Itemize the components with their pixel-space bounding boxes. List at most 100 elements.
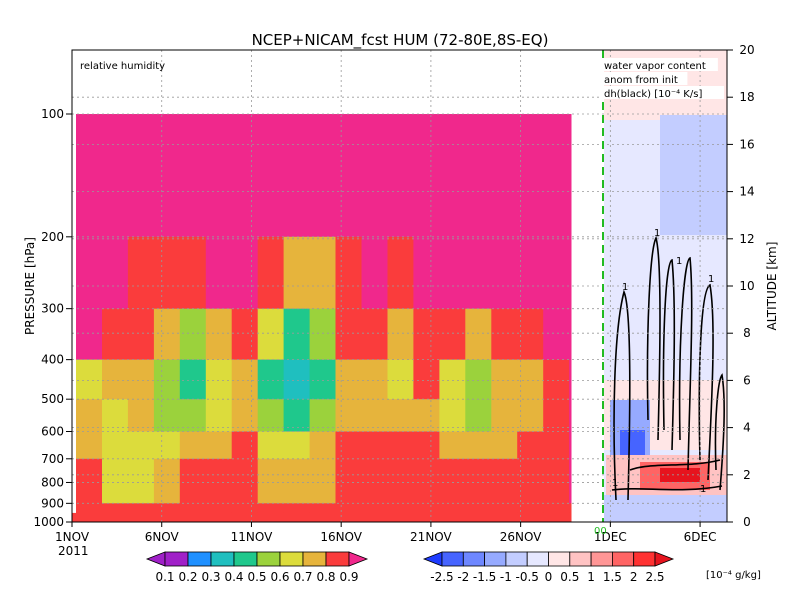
colorbar-rh-tick: 0.4 (224, 570, 243, 584)
rh-cell (127, 308, 155, 361)
rh-cell (231, 359, 259, 400)
rh-cell (335, 399, 362, 432)
colorbar-swatch (526, 551, 549, 567)
pressure-tick-label: 600 (41, 424, 64, 438)
colorbar-swatch (164, 551, 189, 567)
colorbar-swatch (462, 551, 485, 567)
rh-cell (257, 399, 285, 432)
rh-cell (465, 431, 492, 460)
altitude-tick-label: 0 (743, 515, 751, 529)
rh-cell (465, 359, 492, 400)
rh-cell (127, 458, 155, 504)
rh-cell (76, 308, 103, 361)
rh-cell (465, 114, 492, 238)
colorbar-anom-tick: 1.5 (603, 570, 622, 584)
rh-cell (127, 431, 155, 460)
rh-cell (465, 236, 492, 310)
rh-cell (76, 399, 103, 432)
rh-cell (569, 236, 572, 310)
rh-cell (413, 359, 440, 400)
rh-cell (309, 114, 337, 238)
rh-cell (361, 399, 388, 432)
rh-cell (257, 308, 285, 361)
rh-cell (335, 308, 362, 361)
pressure-tick-label: 700 (41, 452, 64, 466)
rh-cell (153, 458, 181, 504)
y-axis-left-label: PRESSURE [hPa] (23, 237, 37, 335)
label-bg (602, 86, 724, 99)
rh-cell (257, 458, 285, 504)
contour-label: 1 (654, 228, 660, 239)
rh-cell (413, 431, 440, 460)
rh-cell (439, 114, 466, 238)
contour-line (629, 459, 721, 471)
rh-cell (569, 359, 572, 400)
rh-cell (153, 114, 181, 238)
rh-cell (517, 458, 544, 504)
y-axis-right-label: ALTITUDE [km] (765, 242, 779, 331)
rh-cell (517, 359, 544, 400)
pressure-tick-label: 100 (41, 107, 64, 121)
rh-cell (335, 114, 362, 238)
right-panel-label-line: dh(black) [10⁻⁴ K/s] (604, 89, 702, 100)
rh-cell (439, 431, 466, 460)
colorbar-anom-tick: 2.5 (645, 570, 664, 584)
contour-line (662, 258, 676, 451)
rh-cell (283, 399, 311, 432)
rh-cell (413, 114, 440, 238)
rh-cell (387, 114, 414, 238)
rh-cell (231, 431, 259, 460)
rh-cell (283, 359, 311, 400)
rh-cell (465, 399, 492, 432)
label-bg (602, 58, 718, 71)
rh-cell (361, 308, 388, 361)
rh-cell (76, 359, 103, 400)
contour-line (646, 235, 661, 441)
rh-cell (439, 458, 466, 504)
rh-cell (283, 114, 311, 238)
rh-cell (491, 399, 518, 432)
right-panel-label-line: water vapor content (604, 61, 706, 72)
pressure-tick-label: 500 (41, 392, 64, 406)
altitude-axis: 0 2 4 6 8 10 12 14 16 18 20 (727, 43, 755, 529)
x-year-label: 2011 (58, 544, 89, 558)
rh-cell (76, 431, 103, 460)
colorbar-anom-tick: 2 (630, 570, 638, 584)
pressure-tick-label: 400 (41, 353, 64, 367)
rh-cell (179, 359, 207, 400)
rh-cell (127, 114, 155, 238)
rh-cell (309, 431, 337, 460)
rh-cell (231, 458, 259, 504)
altitude-tick-label: 2 (743, 468, 751, 482)
altitude-tick-label: 16 (739, 137, 754, 151)
altitude-tick-label: 10 (739, 279, 754, 293)
colorbar-rh-tick: 0.9 (339, 570, 358, 584)
contour-line (714, 373, 725, 491)
rh-cell (569, 308, 572, 361)
anom-cell (604, 495, 727, 522)
colorbar-rh-tick: 0.2 (178, 570, 197, 584)
rh-cell (413, 236, 440, 310)
rh-cell (257, 431, 285, 460)
rh-cell (335, 359, 362, 400)
rh-cell (413, 458, 440, 504)
rh-cell (257, 236, 285, 310)
rh-cell (283, 458, 311, 504)
rh-cell (153, 431, 181, 460)
rh-cell (543, 359, 570, 400)
rh-cell (543, 308, 570, 361)
rh-cell (335, 431, 362, 460)
rh-cell (517, 308, 544, 361)
rh-cell (543, 458, 570, 504)
rh-cell (387, 458, 414, 504)
rh-cell (491, 431, 518, 460)
colorbar-anom-tick: 0 (545, 570, 553, 584)
rh-cell (231, 308, 259, 361)
contour-line (678, 256, 693, 471)
rh-cell (283, 431, 311, 460)
x-tick-label: 6DEC (684, 530, 717, 544)
rh-cell (387, 236, 414, 310)
rh-cell (257, 114, 285, 238)
rh-cell (465, 458, 492, 504)
rh-cell (231, 236, 259, 310)
